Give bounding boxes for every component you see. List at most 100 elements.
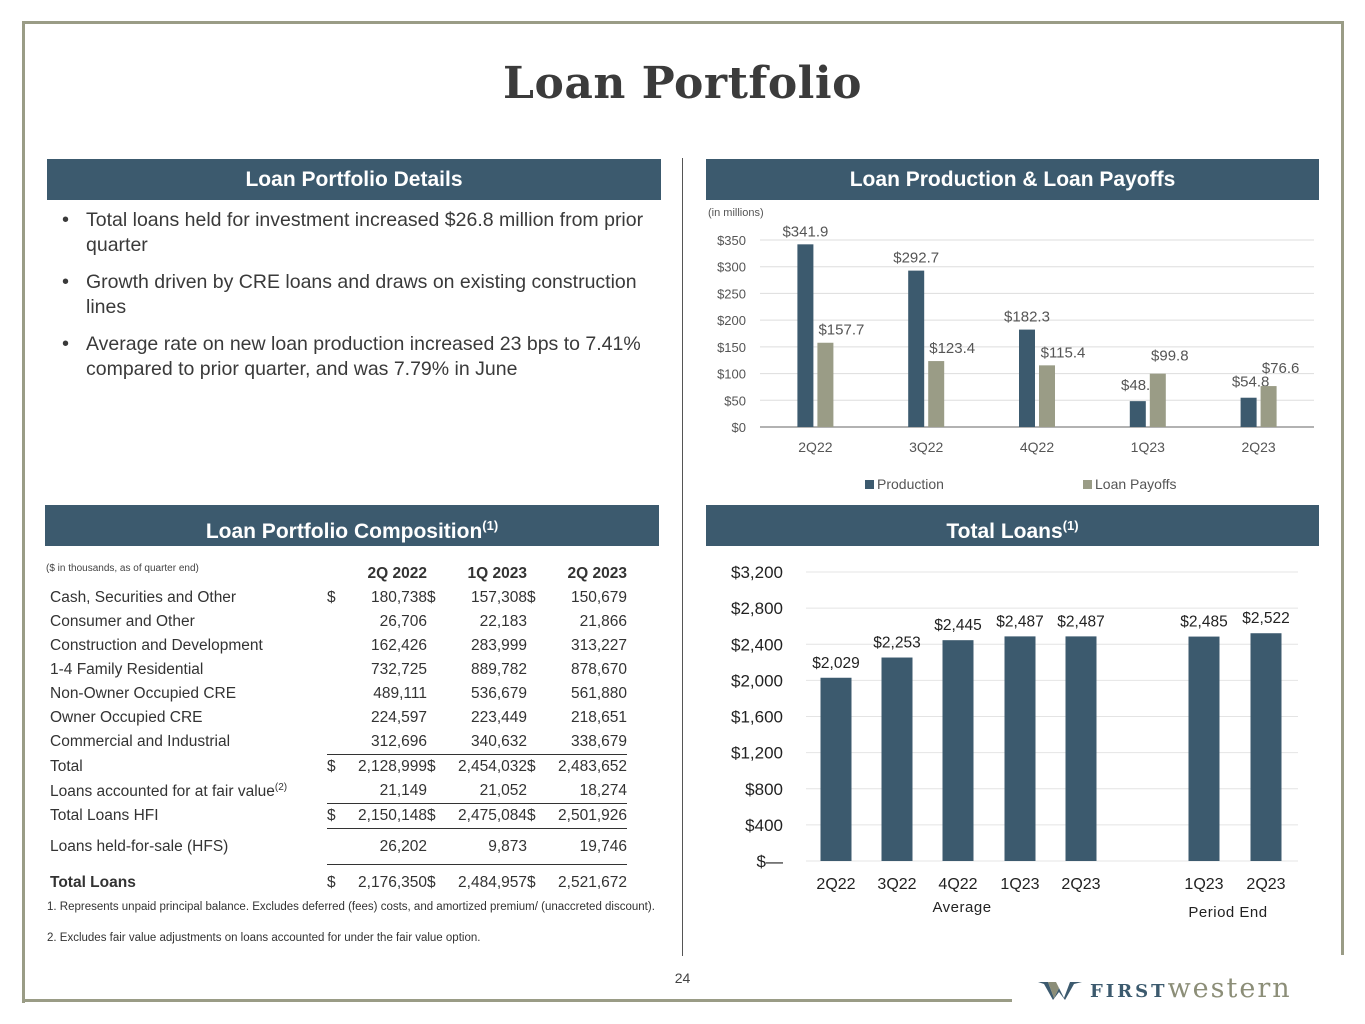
y-tick-label: $2,800 (731, 599, 783, 618)
cell-value: 162,426 (370, 637, 427, 654)
y-tick-label: $2,400 (731, 635, 783, 654)
cell-value: 2,484,957 (458, 873, 527, 891)
cell-value: 313,227 (570, 637, 627, 654)
table-row: Non-Owner Occupied CRE 489,111 536,679 561,… (46, 682, 627, 706)
dollar-sign: $ (327, 758, 336, 775)
payoffs-bar (1149, 373, 1166, 427)
dollar-sign: $ (327, 589, 336, 606)
data-label: $2,487 (996, 613, 1043, 630)
data-label: $115.4 (1041, 344, 1086, 361)
cell-value: 338,679 (539, 730, 627, 755)
total-loans-bar (820, 677, 852, 861)
row-label: Total Loans (46, 865, 327, 901)
x-tick-label: 2Q22 (816, 876, 855, 893)
data-label: $48.4 (1121, 377, 1159, 394)
data-label: $76.6 (1262, 360, 1300, 377)
total-loans-bar (1250, 633, 1282, 861)
cell-value: 22,183 (479, 613, 527, 630)
x-tick-label: 2Q22 (798, 439, 832, 455)
cell-value: 2,150,148 (339, 803, 427, 829)
row-label: Loans held-for-sale (HFS) (46, 829, 327, 865)
dollar-sign (327, 828, 339, 865)
production-bar (797, 244, 814, 427)
cell-value: 2,128,999 (358, 758, 427, 775)
dollar-sign (527, 634, 539, 658)
y-tick-label: $150 (717, 340, 746, 355)
data-label: $292.7 (893, 250, 939, 267)
cell-value: 180,738 (370, 589, 427, 606)
data-label: $2,029 (812, 655, 859, 672)
data-label: $2,487 (1057, 613, 1104, 630)
cell-value: 21,052 (439, 779, 527, 804)
details-bullet: Growth driven by CRE loans and draws on … (60, 270, 650, 320)
y-tick-label: $800 (745, 780, 783, 799)
total-loans-bar (1004, 636, 1036, 861)
row-label: Owner Occupied CRE (46, 706, 327, 730)
cell-value: 489,111 (373, 685, 427, 702)
table-row: Consumer and Other 26,706 22,183 21,866 (46, 610, 627, 634)
cell-value: 340,632 (439, 730, 527, 755)
cell-value: 26,202 (339, 828, 427, 865)
x-tick-label: 1Q23 (1131, 439, 1165, 455)
y-tick-label: $0 (732, 420, 746, 435)
y-tick-label: $250 (717, 286, 746, 301)
legend-label: Production (877, 476, 944, 492)
dollar-sign: $ (427, 873, 436, 891)
row-label: Loans accounted for at fair value(2) (46, 779, 327, 804)
total-loans-bar (942, 640, 974, 861)
y-tick-label: $350 (717, 233, 746, 248)
row-label-text: Loans accounted for at fair value (50, 782, 275, 800)
cell-value: 26,706 (379, 613, 427, 630)
payoffs-bar (1039, 365, 1055, 427)
logo-western: western (1167, 973, 1292, 1004)
legend-swatch (1083, 480, 1092, 489)
frame-bottom-border (22, 999, 1012, 1002)
table-row: 1-4 Family Residential 732,725 889,782 878,… (46, 658, 627, 682)
row-label-text: 1-4 Family Residential (50, 661, 204, 678)
dollar-sign (427, 828, 439, 865)
dollar-sign (427, 610, 439, 634)
payoffs-bar (1260, 386, 1277, 427)
total-loans-bar (1065, 636, 1097, 861)
details-bullet: Average rate on new loan production incr… (60, 332, 650, 382)
cell-value: 150,679 (570, 589, 627, 606)
dollar-sign (527, 706, 539, 730)
dollar-sign (427, 706, 439, 730)
composition-header-row: 2Q 2022 1Q 2023 2Q 2023 (46, 562, 627, 586)
row-label: Commercial and Industrial (46, 730, 327, 755)
data-label: $157.7 (818, 322, 864, 339)
dollar-sign (527, 610, 539, 634)
cell-value: 2,483,652 (558, 758, 627, 775)
y-tick-label: $300 (717, 260, 746, 275)
column-header: 1Q 2023 (467, 565, 527, 582)
details-bullet: Total loans held for investment increase… (60, 208, 650, 258)
dollar-sign (327, 658, 339, 682)
cell-value: 21,866 (579, 613, 627, 630)
table-row: Total $2,128,999 $2,454,032 $2,483,652 (46, 755, 627, 780)
column-header: 2Q 2023 (567, 565, 627, 582)
footnote: 1. Represents unpaid principal balance. … (47, 901, 655, 913)
cell-value: 2,454,032 (458, 758, 527, 775)
dollar-sign (327, 779, 339, 804)
dollar-sign (327, 730, 339, 755)
row-label-text: Total Loans (50, 873, 136, 891)
group-label: Average (932, 899, 991, 916)
dollar-sign: $ (427, 589, 436, 606)
row-label-text: Owner Occupied CRE (50, 709, 203, 726)
row-label: Construction and Development (46, 634, 327, 658)
column-header: 2Q 2022 (367, 565, 427, 582)
cell-value: 2,501,926 (539, 803, 627, 829)
dollar-sign (527, 828, 539, 865)
row-label: 1-4 Family Residential (46, 658, 327, 682)
dollar-sign (527, 779, 539, 804)
table-row: Loans held-for-sale (HFS) 26,202 9,873 19,7… (46, 828, 627, 865)
composition-note: ($ in thousands, as of quarter end) (46, 563, 199, 574)
dollar-sign (427, 634, 439, 658)
production-header: Loan Production & Loan Payoffs (706, 159, 1319, 200)
dollar-sign (327, 610, 339, 634)
production-bar (1240, 397, 1257, 427)
production-payoffs-chart: (in millions) $0 $50 $100 $150 $200 $250 $300 $… (708, 207, 1314, 492)
dollar-sign: $ (527, 873, 536, 891)
dollar-sign: $ (527, 589, 536, 606)
row-label: Total Loans HFI (46, 804, 327, 829)
